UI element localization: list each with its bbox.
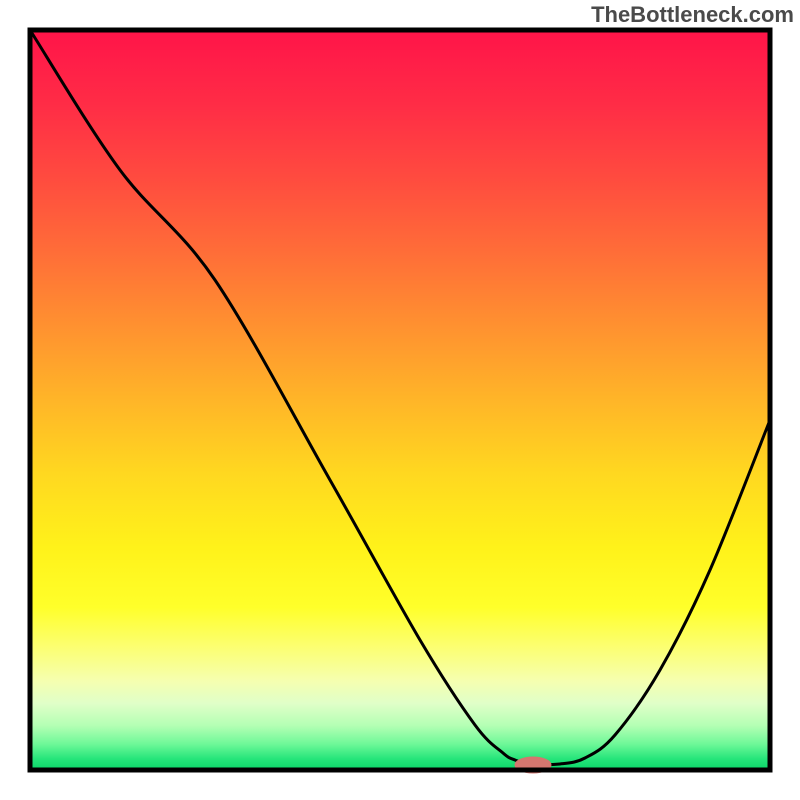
watermark-text: TheBottleneck.com [591, 2, 794, 28]
plot-background [30, 30, 770, 770]
bottleneck-chart [0, 0, 800, 800]
chart-container: TheBottleneck.com [0, 0, 800, 800]
